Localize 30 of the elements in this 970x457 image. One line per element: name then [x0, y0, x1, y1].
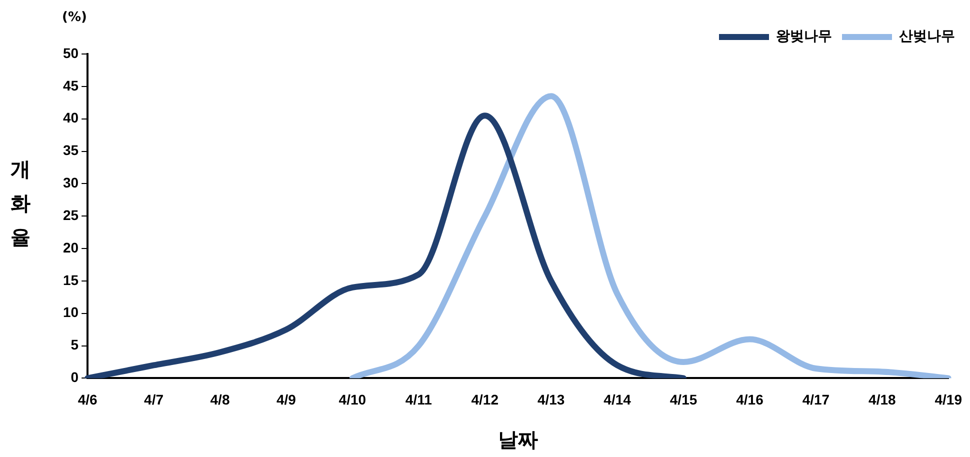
- x-tick-label: 4/16: [736, 391, 764, 408]
- x-tick-label: 4/19: [934, 391, 962, 408]
- y-tick-label: 25: [62, 206, 79, 223]
- x-tick-label: 4/7: [144, 391, 164, 408]
- y-tick-label: 50: [62, 44, 79, 61]
- y-tick-label: 20: [62, 239, 79, 256]
- x-tick-label: 4/12: [471, 391, 499, 408]
- y-axis-title: 개화율: [8, 145, 34, 247]
- y-tick-label: 45: [62, 77, 79, 94]
- y-tick-label: 30: [62, 174, 79, 191]
- x-axis-title: 날짜: [498, 430, 538, 452]
- x-tick-label: 4/18: [868, 391, 896, 408]
- text: (%): [62, 10, 87, 25]
- x-tick-label: 4/11: [405, 391, 432, 408]
- x-tick-label: 4/17: [802, 391, 830, 408]
- y-tick-label: 0: [70, 369, 79, 386]
- x-tick-label: 4/10: [338, 391, 366, 408]
- legend-label: 왕벚나무: [776, 28, 832, 45]
- y-tick-label: 35: [62, 142, 79, 158]
- legend-label: 산벚나무: [899, 28, 955, 45]
- x-tick-label: 4/6: [78, 391, 98, 408]
- x-tick-label: 4/8: [210, 391, 230, 408]
- x-tick-label: 4/14: [604, 391, 632, 408]
- x-tick-label: 4/15: [670, 391, 698, 408]
- y-tick-label: 40: [62, 110, 79, 126]
- x-tick-label: 4/9: [276, 391, 296, 408]
- y-tick-label: 10: [62, 304, 79, 320]
- x-tick-label: 4/13: [537, 391, 565, 408]
- y-tick-label: 5: [70, 336, 79, 353]
- y-tick-label: 15: [62, 272, 79, 288]
